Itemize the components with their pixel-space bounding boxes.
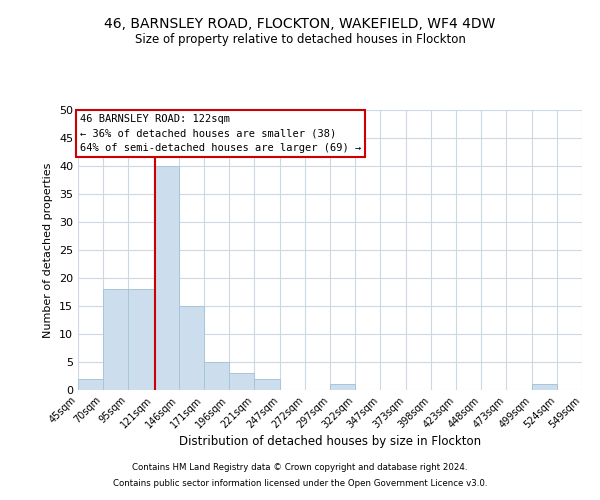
Bar bbox=[229, 373, 254, 390]
Bar bbox=[154, 166, 179, 390]
Bar bbox=[179, 306, 204, 390]
Y-axis label: Number of detached properties: Number of detached properties bbox=[43, 162, 53, 338]
Bar bbox=[78, 379, 103, 390]
Bar bbox=[204, 362, 229, 390]
Bar bbox=[254, 379, 280, 390]
Text: 46, BARNSLEY ROAD, FLOCKTON, WAKEFIELD, WF4 4DW: 46, BARNSLEY ROAD, FLOCKTON, WAKEFIELD, … bbox=[104, 18, 496, 32]
Bar bbox=[330, 384, 355, 390]
X-axis label: Distribution of detached houses by size in Flockton: Distribution of detached houses by size … bbox=[179, 436, 481, 448]
Bar bbox=[103, 289, 128, 390]
Bar bbox=[128, 289, 154, 390]
Text: Contains HM Land Registry data © Crown copyright and database right 2024.: Contains HM Land Registry data © Crown c… bbox=[132, 464, 468, 472]
Text: Size of property relative to detached houses in Flockton: Size of property relative to detached ho… bbox=[134, 32, 466, 46]
Bar bbox=[532, 384, 557, 390]
Text: Contains public sector information licensed under the Open Government Licence v3: Contains public sector information licen… bbox=[113, 478, 487, 488]
Text: 46 BARNSLEY ROAD: 122sqm
← 36% of detached houses are smaller (38)
64% of semi-d: 46 BARNSLEY ROAD: 122sqm ← 36% of detach… bbox=[80, 114, 361, 154]
